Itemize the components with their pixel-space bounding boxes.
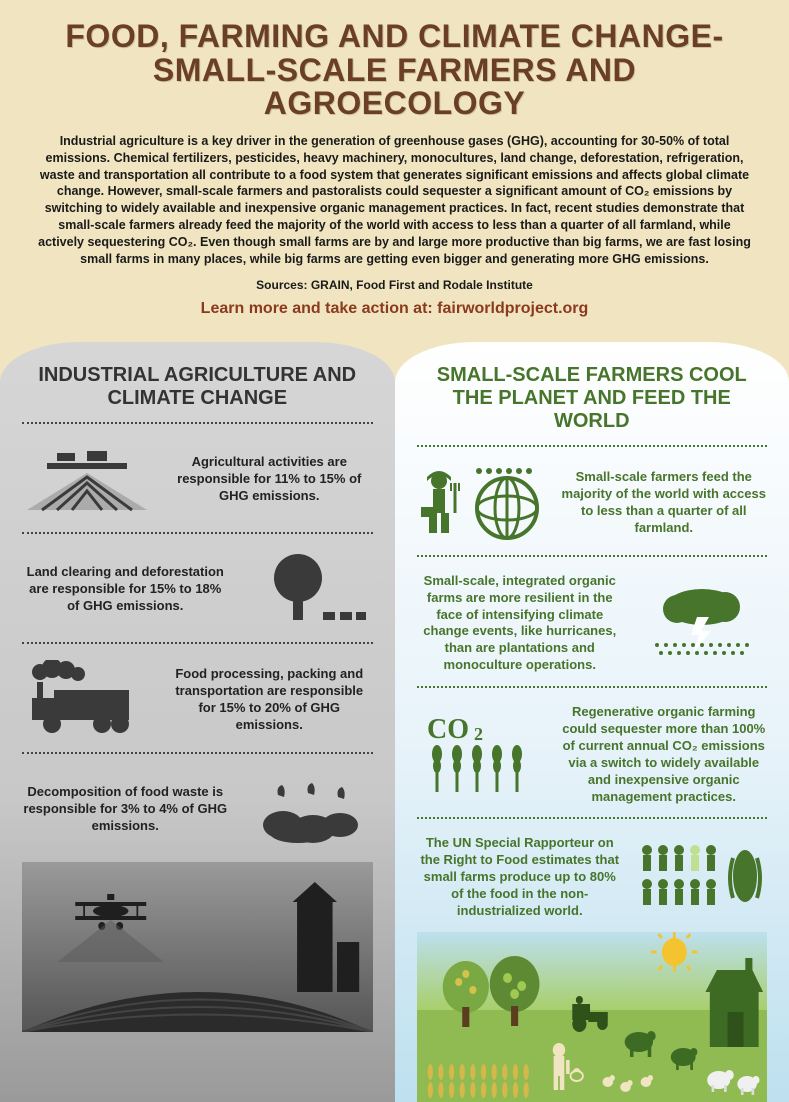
header: FOOD, FARMING AND CLIMATE CHANGE- SMALL-… [0,0,789,342]
left-item-3: Food processing, packing and transportat… [22,654,373,752]
left-item-3-text: Food processing, packing and transportat… [166,666,373,734]
right-item-3: CO 2 Regenerative organic farming [417,698,768,817]
cta-text: Learn more and take action at: fairworld… [30,296,759,332]
right-item-1-text: Small-scale farmers feed the majority of… [561,469,768,537]
left-item-1: Agricultural activities are responsible … [22,434,373,532]
food-waste-icon [243,770,373,850]
right-item-4: The UN Special Rapporteur on the Right t… [417,829,768,931]
right-item-4-text: The UN Special Rapporteur on the Right t… [417,835,624,919]
right-item-3-text: Regenerative organic farming could seque… [561,704,768,805]
divider [417,817,768,819]
columns-container: INDUSTRIAL AGRICULTURE AND CLIMATE CHANG… [0,342,789,1102]
infographic-page: FOOD, FARMING AND CLIMATE CHANGE- SMALL-… [0,0,789,1102]
people-corn-icon [637,838,767,918]
svg-text:2: 2 [474,724,483,744]
tree-stump-icon [243,550,373,630]
svg-text:CO: CO [427,714,469,745]
co2-wheat-icon: CO 2 [417,715,547,795]
right-column-title: SMALL-SCALE FARMERS COOL THE PLANET AND … [417,360,768,445]
storm-cloud-icon [637,583,767,663]
right-item-1: Small-scale farmers feed the majority of… [417,457,768,555]
right-footer-scene [417,932,768,1102]
left-item-1-text: Agricultural activities are responsible … [166,454,373,505]
left-footer-scene [22,862,373,1032]
sources-text: Sources: GRAIN, Food First and Rodale In… [30,274,759,296]
right-item-2-text: Small-scale, integrated organic farms ar… [417,573,624,674]
combine-harvester-icon [22,440,152,520]
intro-text: Industrial agriculture is a key driver i… [30,121,759,274]
left-item-4-text: Decomposition of food waste is responsib… [22,784,229,835]
divider [22,532,373,534]
truck-smoke-icon [22,660,152,740]
divider [22,642,373,644]
left-item-2-text: Land clearing and deforestation are resp… [22,564,229,615]
left-item-4: Decomposition of food waste is responsib… [22,764,373,862]
left-item-2: Land clearing and deforestation are resp… [22,544,373,642]
left-column: INDUSTRIAL AGRICULTURE AND CLIMATE CHANG… [0,342,395,1102]
divider [417,555,768,557]
farmer-globe-icon [417,463,547,543]
divider [417,686,768,688]
right-item-2: Small-scale, integrated organic farms ar… [417,567,768,686]
divider [417,445,768,447]
divider [22,752,373,754]
left-column-title: INDUSTRIAL AGRICULTURE AND CLIMATE CHANG… [22,360,373,422]
divider [22,422,373,424]
right-column: SMALL-SCALE FARMERS COOL THE PLANET AND … [395,342,789,1102]
page-title: FOOD, FARMING AND CLIMATE CHANGE- SMALL-… [30,20,759,121]
